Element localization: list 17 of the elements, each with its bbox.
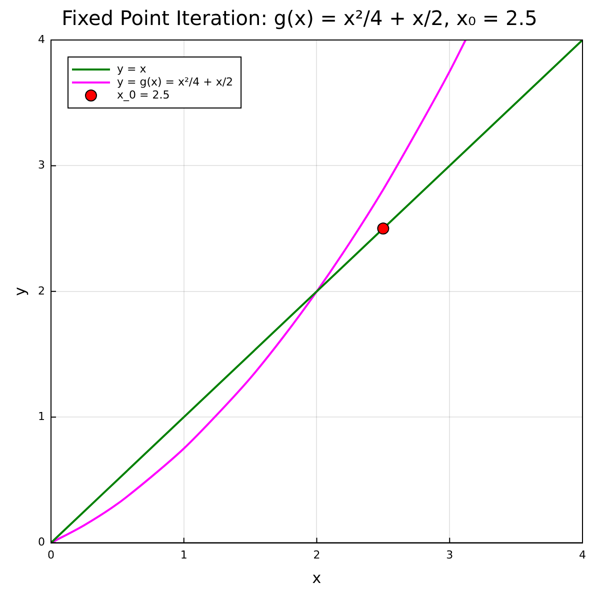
y-axis-title: y (10, 286, 29, 296)
y-tick-label: 2 (38, 284, 45, 298)
line-series (51, 40, 467, 543)
legend-label: y = g(x) = x²/4 + x/2 (117, 75, 234, 88)
x-tick-label: 3 (446, 548, 454, 562)
x-tick-label: 2 (313, 548, 320, 562)
x-tick-label: 4 (579, 548, 586, 562)
legend-label: y = x (117, 62, 147, 76)
x-tick-label: 1 (180, 548, 188, 562)
x-axis-title: x (312, 568, 322, 587)
legend-label: x_0 = 2.5 (117, 88, 170, 102)
y-tick-label: 3 (38, 158, 45, 172)
x-tick-label: 0 (48, 548, 54, 562)
y-tick-label: 1 (38, 410, 45, 423)
chart-title: Fixed Point Iteration: g(x) = x²/4 + x/2, x₀ = 2.5 (62, 6, 538, 30)
y-tick-label: 4 (38, 32, 45, 46)
y-tick-label: 0 (38, 536, 45, 549)
